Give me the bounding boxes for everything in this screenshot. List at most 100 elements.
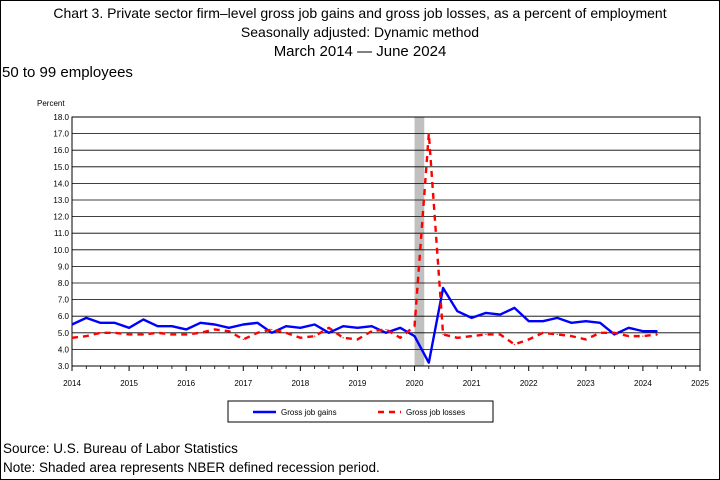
data-point-losses	[499, 333, 501, 336]
data-point-losses	[328, 327, 330, 329]
y-tick-label: 13.0	[53, 196, 69, 205]
x-tick-label: 2024	[634, 379, 652, 388]
x-tick-label: 2023	[577, 379, 595, 388]
y-tick-label: 6.0	[58, 312, 70, 321]
data-point-losses	[114, 332, 116, 334]
data-point-losses	[228, 330, 230, 332]
data-point-losses	[428, 133, 430, 135]
legend-label-gains: Gross job gains	[281, 408, 337, 417]
data-point-gains	[399, 327, 401, 329]
x-tick-label: 2016	[177, 379, 195, 388]
data-point-gains	[214, 323, 216, 326]
x-tick-label: 2022	[520, 379, 538, 388]
x-tick-label: 2025	[691, 379, 709, 388]
data-point-losses	[613, 332, 615, 334]
data-point-gains	[371, 325, 373, 327]
data-point-gains	[471, 317, 473, 319]
data-point-gains	[171, 325, 173, 327]
data-point-losses	[356, 338, 359, 341]
x-tick-label: 2019	[349, 379, 367, 388]
data-point-losses	[642, 335, 644, 337]
data-point-losses	[599, 332, 601, 334]
data-point-gains	[228, 327, 230, 329]
data-point-losses	[214, 328, 216, 331]
data-point-gains	[299, 327, 301, 329]
data-point-losses	[256, 332, 259, 334]
data-point-losses	[242, 338, 244, 341]
data-point-losses	[142, 333, 144, 336]
data-point-gains	[142, 318, 144, 321]
y-tick-label: 14.0	[53, 179, 69, 188]
data-point-losses	[442, 333, 444, 336]
y-tick-label: 3.0	[58, 362, 70, 371]
source-note: Source: U.S. Bureau of Labor Statistics	[3, 441, 238, 456]
legend-label-losses: Gross job losses	[406, 408, 465, 417]
data-point-losses	[99, 332, 102, 334]
data-point-losses	[656, 333, 658, 336]
data-point-losses	[271, 328, 273, 331]
data-point-losses	[528, 338, 530, 341]
data-point-gains	[85, 317, 87, 319]
data-point-losses	[299, 337, 301, 339]
data-point-gains	[328, 332, 330, 334]
data-point-gains	[157, 325, 159, 327]
data-point-losses	[413, 325, 416, 327]
data-point-losses	[314, 335, 316, 337]
data-point-losses	[157, 332, 159, 334]
data-point-gains	[99, 322, 102, 324]
data-point-gains	[242, 323, 244, 326]
y-tick-label: 10.0	[53, 246, 69, 255]
y-axis-title: Percent	[37, 99, 65, 108]
data-point-losses	[371, 330, 373, 332]
y-tick-label: 9.0	[58, 262, 70, 271]
data-point-gains	[385, 332, 387, 334]
data-point-gains	[71, 323, 73, 326]
y-tick-label: 4.0	[58, 345, 70, 354]
data-point-gains	[199, 322, 202, 324]
data-point-gains	[114, 322, 116, 324]
data-point-gains	[499, 313, 501, 316]
data-point-losses	[513, 343, 516, 346]
y-tick-label: 15.0	[53, 163, 69, 172]
data-point-gains	[442, 287, 444, 289]
x-tick-label: 2015	[120, 379, 138, 388]
data-point-losses	[128, 333, 130, 336]
data-point-losses	[285, 332, 287, 334]
recession-note: Note: Shaded area represents NBER define…	[3, 460, 380, 475]
data-point-losses	[628, 335, 630, 337]
x-tick-label: 2017	[234, 379, 252, 388]
establishment-size-label: 50 to 99 employees	[2, 64, 133, 81]
chart-subtitle-adjustment: Seasonally adjusted: Dynamic method	[240, 24, 480, 40]
x-tick-label: 2020	[406, 379, 424, 388]
y-tick-label: 8.0	[58, 279, 70, 288]
y-tick-label: 12.0	[53, 213, 69, 222]
y-tick-label: 11.0	[54, 229, 70, 238]
data-point-losses	[399, 337, 401, 339]
data-point-losses	[456, 337, 458, 339]
series-line-gross-job-losses	[71, 132, 658, 346]
recession-shade	[414, 117, 425, 366]
data-point-gains	[128, 327, 130, 329]
chart-title: Chart 3. Private sector firm–level gross…	[53, 5, 667, 21]
data-point-gains	[656, 330, 658, 332]
data-point-gains	[485, 312, 487, 314]
series-line-gross-job-gains	[71, 286, 658, 364]
data-point-gains	[642, 330, 644, 332]
y-tick-label: 17.0	[53, 130, 69, 139]
chart-date-range: March 2014 — June 2024	[273, 43, 447, 60]
data-point-gains	[428, 362, 430, 364]
y-tick-label: 16.0	[53, 146, 69, 155]
data-point-gains	[314, 323, 316, 326]
data-point-losses	[556, 333, 558, 336]
data-point-gains	[513, 307, 516, 309]
data-point-losses	[185, 333, 187, 336]
data-point-gains	[356, 327, 359, 329]
data-point-losses	[585, 338, 587, 341]
data-point-gains	[342, 325, 344, 327]
data-point-losses	[471, 335, 473, 337]
data-point-gains	[628, 327, 630, 329]
data-point-losses	[542, 332, 544, 334]
data-point-gains	[185, 328, 187, 331]
data-point-gains	[528, 320, 530, 322]
data-point-gains	[256, 322, 259, 324]
